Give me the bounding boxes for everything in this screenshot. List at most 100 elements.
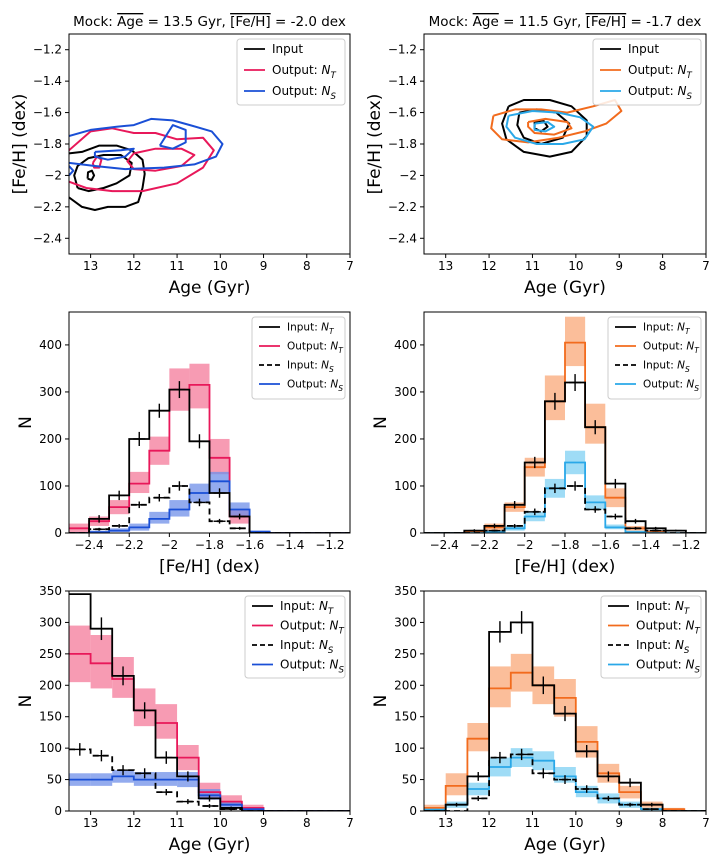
title-text: Mock: [73, 14, 117, 30]
y-tick-label: −2.2 [388, 200, 417, 214]
panel-p1: 13 12 11 10 9 8 7 −2.4 −2.2 −2 −1.8 −1.6 −1.4 −1.2 Age… [10, 14, 354, 298]
legend-label-italic-n: N [675, 638, 684, 652]
plot-area [424, 316, 706, 533]
x-tick-label: 10 [213, 816, 228, 830]
legend-label-italic-n: N [321, 360, 329, 372]
legend-label-subscript: S [687, 92, 693, 102]
legend-label-subscript: T [684, 607, 690, 617]
x-tick-label: 9 [260, 816, 268, 830]
legend-label-text: Input: [280, 599, 319, 613]
legend-label-text: Input: [636, 599, 675, 613]
legend-label-italic-n: N [686, 619, 695, 633]
x-tick-label: −1.4 [275, 538, 304, 552]
x-tick-label: 7 [346, 259, 354, 273]
error-band-orange [445, 773, 468, 796]
y-tick-label: 50 [402, 773, 417, 787]
x-tick-label: 12 [481, 259, 496, 273]
plot-area [490, 99, 623, 158]
contour-line-blue [69, 117, 224, 171]
legend-label-text: Output: [272, 84, 322, 98]
y-tick-label: −2.4 [388, 231, 417, 245]
y-tick-label: 150 [394, 710, 417, 724]
legend-label-subscript: S [695, 665, 701, 675]
legend-label-subscript: S [331, 92, 337, 102]
x-tick-label: 12 [481, 816, 496, 830]
y-tick-label: 300 [394, 615, 417, 629]
legend-label-text: Output: [636, 619, 686, 633]
y-tick-label: 250 [394, 647, 417, 661]
legend-label-italic-n: N [678, 63, 687, 77]
y-tick-label: 100 [39, 479, 62, 493]
legend-label: Input: NT [280, 599, 334, 617]
legend-label: Input: NS [636, 638, 690, 656]
x-tick-label: 7 [702, 259, 710, 273]
error-band-sky [554, 767, 576, 783]
y-tick-label: 250 [39, 647, 62, 661]
error-band-blue [209, 471, 230, 494]
y-tick-label: 150 [39, 710, 62, 724]
x-axis-label: Age (Gyr) [524, 278, 606, 298]
legend-label: Input: NT [636, 599, 690, 617]
step-line-sky [424, 461, 706, 533]
x-axis-label: Age (Gyr) [524, 835, 606, 855]
legend-label-subscript: T [338, 346, 344, 355]
legend-label-subscript: S [338, 384, 343, 393]
contour-line-orange [490, 99, 623, 144]
y-tick-label: 200 [39, 432, 62, 446]
legend-label: Input: NS [287, 360, 334, 374]
contour-line-input [516, 108, 571, 145]
x-tick-label: −1.2 [671, 538, 700, 552]
legend-label-italic-n: N [677, 360, 685, 372]
y-tick-label: −2 [44, 168, 62, 182]
legend-label: Output: NS [280, 658, 345, 676]
y-tick-label: 300 [39, 615, 62, 629]
y-tick-label: 0 [54, 526, 62, 540]
x-tick-label: 10 [213, 259, 228, 273]
legend-label-italic-n: N [319, 638, 328, 652]
y-tick-label: −1.4 [33, 74, 62, 88]
contour-line-sky [505, 110, 595, 145]
y-tick-label: −2 [399, 168, 417, 182]
error-band-blue [149, 511, 170, 524]
y-tick-label: 100 [39, 741, 62, 755]
x-tick-label: −1.4 [631, 538, 660, 552]
contour-line-blue [69, 165, 75, 177]
y-axis-label: N [16, 695, 36, 708]
legend-label-subscript: S [328, 646, 334, 656]
y-tick-label: 50 [47, 773, 62, 787]
y-tick-label: −1.4 [388, 74, 417, 88]
x-tick-label: 10 [568, 816, 583, 830]
axes-frame [423, 590, 707, 812]
legend-label-text: Output: [643, 379, 686, 391]
legend-label-italic-n: N [686, 379, 694, 391]
y-axis-label: [Fe/H] (dex) [10, 94, 30, 195]
title-text: = -1.7 dex [626, 14, 701, 30]
legend-label-subscript: T [685, 327, 691, 336]
x-tick-label: −2 [161, 538, 179, 552]
error-band-crimson [90, 635, 113, 689]
title-overlined-term: [Fe/H] [230, 14, 271, 30]
y-tick-label: 300 [394, 385, 417, 399]
legend-label-subscript: T [339, 626, 345, 636]
y-tick-label: −2.2 [33, 200, 62, 214]
error-band-orange [489, 666, 511, 708]
x-tick-label: 10 [568, 259, 583, 273]
x-tick-label: 7 [346, 816, 354, 830]
legend-label-subscript: T [331, 71, 337, 81]
error-band-orange [467, 723, 490, 752]
y-tick-label: 200 [394, 432, 417, 446]
legend-label-italic-n: N [686, 658, 695, 672]
contour-line-crimson [69, 127, 215, 193]
y-tick-label: 400 [394, 338, 417, 352]
legend-label-text: Output: [280, 658, 330, 672]
legend-label-text: Input: [636, 638, 675, 652]
legend-label-italic-n: N [322, 84, 331, 98]
contour-line-sky [533, 121, 556, 133]
x-tick-label: −2.4 [75, 538, 104, 552]
y-tick-label: 350 [394, 584, 417, 598]
